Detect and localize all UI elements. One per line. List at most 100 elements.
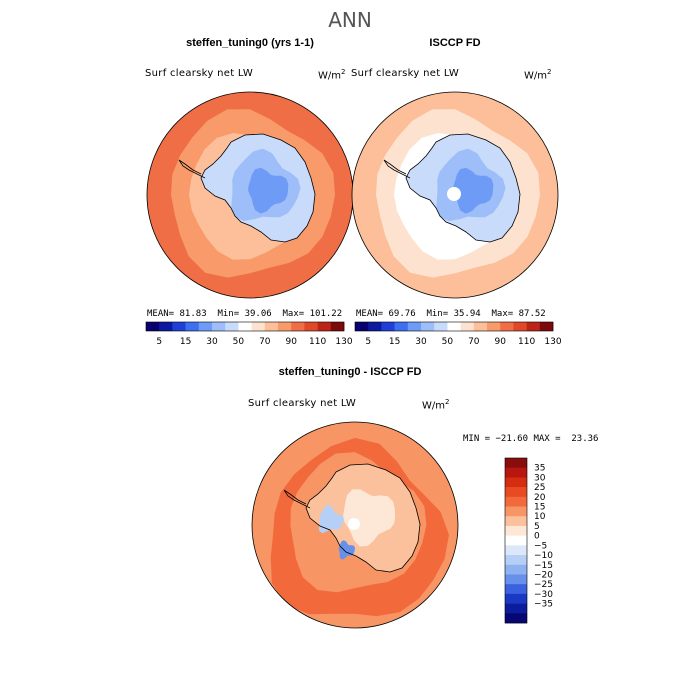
colorbar-swatch [505,525,527,536]
colorbar-frame [145,321,345,332]
colorbar-swatch [505,535,527,546]
colorbar-tick-label: 20 [534,493,546,503]
colorbar-swatch [159,322,173,331]
diff-variable-label: Surf clearsky net LW [248,398,357,409]
colorbar-tick-label: −25 [534,580,553,590]
colorbar-swatch [505,593,527,604]
colorbar-frame [504,457,528,624]
colorbar-frame [354,321,554,332]
colorbar-tick-label: −15 [534,561,553,571]
obs-max-value: 87.52 [518,309,546,319]
colorbar-swatch [146,322,160,331]
model-units-base: W/m [318,70,341,82]
colorbar-swatch [473,322,488,331]
colorbar-tick-label: 25 [534,483,545,493]
diff-panel-title: steffen_tuning0 - ISCCP FD [278,366,422,378]
colorbar-swatch [526,322,541,331]
colorbar-swatch [198,322,213,331]
map-border [351,91,559,299]
obs-max-label: Max= [491,309,514,319]
colorbar-tick-label: −20 [534,571,553,581]
colorbar-tick-label: 110 [518,337,535,347]
colorbar-swatch [505,613,527,624]
diff-range-text: MIN = −21.60 MAX = 23.36 [463,434,599,444]
coastline [305,463,421,573]
colorbar-swatch [505,487,527,498]
colorbar-swatch [264,322,279,331]
model-map [146,91,354,299]
coastline [405,133,521,243]
colorbar-tick-label: 5 [534,522,540,532]
colorbar-swatch [225,322,239,331]
colorbar-swatch [505,574,527,585]
colorbar-tick-label: 30 [206,337,218,347]
colorbar-tick-label: 30 [534,473,546,483]
colorbar-tick-label: 5 [365,337,371,347]
colorbar-tick-label: 130 [544,337,561,347]
colorbar-swatch [172,322,186,331]
diff-units-exp: 2 [445,398,450,406]
colorbar-tick-label: 35 [534,464,545,474]
colorbar-swatch [505,516,527,527]
obs-colorbar: 5 15 30 50 70 90 110 130 [354,321,562,347]
colorbar-swatch [539,322,554,331]
diff-units-label: W/m2 [422,398,449,411]
negative-anomaly-shelf [338,540,355,560]
model-max-value: 101.22 [309,309,343,319]
colorbar-swatch [500,322,514,331]
colorbar-swatch [251,322,266,331]
colorbar-swatch [505,467,527,478]
polar-hole [348,518,360,530]
colorbar-swatch [185,322,200,331]
colorbar-tick-label: 15 [389,337,400,347]
obs-min-value: 35.94 [453,309,481,319]
colorbar-swatch [212,322,226,331]
map-field [352,92,558,298]
colorbar-tick-label: 50 [442,337,454,347]
model-colorbar: 5 15 30 50 70 90 110 130 [145,321,353,347]
colorbar-swatch [291,322,305,331]
obs-map [351,91,559,299]
colorbar-tick-label: −10 [534,551,553,561]
colorbar-tick-label: 15 [534,503,545,513]
colorbar-tick-label: 50 [233,337,245,347]
land-contour-low [453,167,494,214]
colorbar-swatch [330,322,345,331]
obs-min-label: Min= [426,309,449,319]
obs-mean-label: MEAN= [356,309,384,319]
colorbar-swatch [434,322,448,331]
map-field [147,92,353,298]
colorbar-tick-label: −35 [534,600,553,610]
page-title: ANN [328,8,372,32]
colorbar-tick-label: 90 [285,337,297,347]
peninsula-coastline [383,159,411,179]
model-max-label: Max= [282,309,305,319]
colorbar-tick-label: 15 [180,337,191,347]
model-panel-title: steffen_tuning0 (yrs 1-1) [186,37,314,49]
obs-panel-title: ISCCP FD [429,37,481,49]
model-min-label: Min= [217,309,240,319]
colorbar-swatch [513,322,527,331]
obs-mean-value: 69.76 [388,309,416,319]
colorbar-tick-label: 70 [259,337,271,347]
colorbar-tick-label: 70 [468,337,480,347]
obs-units-label: W/m2 [524,68,551,81]
obs-variable-label: Surf clearsky net LW [351,68,460,79]
colorbar-swatch [355,322,369,331]
colorbar-swatch [505,477,527,488]
diff-map [251,421,459,629]
colorbar-swatch [505,545,527,556]
map-field [252,422,458,628]
land-contour-low [248,167,289,214]
peninsula-coastline [178,159,206,179]
polar-hole [447,187,461,201]
colorbar-tick-label: −30 [534,590,553,600]
diff-units-base: W/m [422,400,445,412]
colorbar-swatch [381,322,395,331]
colorbar-tick-label: 110 [309,337,326,347]
colorbar-swatch [447,322,461,331]
colorbar-swatch [505,555,527,566]
colorbar-swatch [407,322,422,331]
colorbar-tick-label: 30 [415,337,427,347]
